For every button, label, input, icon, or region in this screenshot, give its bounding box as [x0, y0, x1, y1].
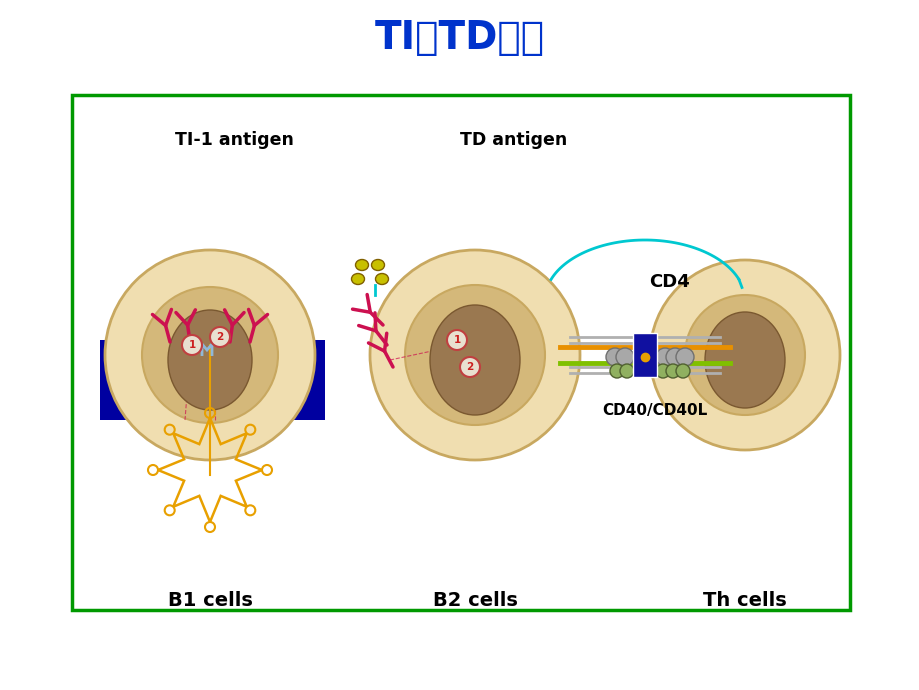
Bar: [72, 95, 849, 610]
Text: TI-1 antigen: TI-1 antigen: [175, 131, 293, 149]
Text: Th cells: Th cells: [702, 591, 786, 609]
Text: TD antigen: TD antigen: [460, 131, 567, 149]
Text: 1: 1: [453, 335, 460, 345]
Circle shape: [142, 287, 278, 423]
Circle shape: [609, 364, 623, 378]
Circle shape: [606, 348, 623, 366]
Ellipse shape: [375, 273, 388, 284]
Circle shape: [685, 295, 804, 415]
Circle shape: [460, 357, 480, 377]
Ellipse shape: [429, 305, 519, 415]
Text: TI与TD抗原: TI与TD抗原: [375, 19, 544, 57]
Circle shape: [665, 348, 683, 366]
Ellipse shape: [351, 273, 364, 284]
Text: 2: 2: [216, 332, 223, 342]
Circle shape: [369, 250, 579, 460]
Circle shape: [655, 348, 674, 366]
Circle shape: [210, 327, 230, 347]
Circle shape: [655, 364, 669, 378]
Bar: [100, 340, 324, 420]
Circle shape: [650, 260, 839, 450]
Text: 2: 2: [466, 362, 473, 372]
Text: CD4: CD4: [649, 273, 689, 291]
Ellipse shape: [704, 312, 784, 408]
Text: CD40/CD40L: CD40/CD40L: [602, 402, 707, 417]
Circle shape: [404, 285, 544, 425]
Circle shape: [616, 348, 633, 366]
Circle shape: [665, 364, 679, 378]
Circle shape: [182, 335, 202, 355]
Circle shape: [675, 364, 689, 378]
Ellipse shape: [168, 310, 252, 410]
Circle shape: [105, 250, 314, 460]
Circle shape: [675, 348, 693, 366]
Text: 1: 1: [188, 340, 196, 350]
Ellipse shape: [355, 259, 369, 270]
Circle shape: [447, 330, 467, 350]
Bar: [632, 333, 656, 377]
Text: B1 cells: B1 cells: [167, 591, 252, 609]
Text: B2 cells: B2 cells: [432, 591, 516, 609]
Ellipse shape: [371, 259, 384, 270]
Circle shape: [619, 364, 633, 378]
